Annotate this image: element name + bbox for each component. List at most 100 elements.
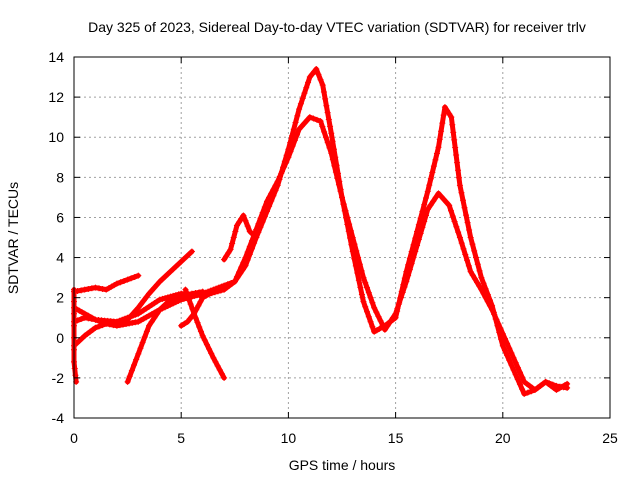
data-point: [353, 247, 360, 254]
data-point: [88, 316, 95, 323]
data-point: [201, 337, 208, 344]
data-point: [281, 163, 288, 170]
data-point: [340, 201, 347, 208]
data-point: [124, 378, 131, 385]
data-point: [406, 266, 413, 273]
data-point: [486, 302, 493, 309]
data-point: [197, 298, 204, 305]
data-point: [178, 322, 185, 329]
data-point: [501, 347, 508, 354]
data-point: [121, 317, 128, 324]
data-point: [72, 372, 79, 379]
data-point: [292, 119, 299, 126]
data-point: [524, 389, 531, 396]
data-point: [199, 294, 206, 301]
data-point: [291, 137, 298, 144]
data-point: [253, 226, 260, 233]
data-point: [387, 318, 394, 325]
data-point: [128, 367, 135, 374]
series-wedge-c: [178, 286, 228, 329]
data-point: [324, 109, 331, 116]
data-point: [132, 319, 139, 326]
series-trace: [182, 287, 227, 381]
chart-title: Day 325 of 2023, Sidereal Day-to-day VTE…: [88, 19, 586, 35]
data-point: [182, 286, 189, 293]
data-point: [167, 268, 174, 275]
data-point: [355, 254, 362, 261]
data-point: [183, 253, 190, 260]
data-point: [438, 128, 445, 135]
data-point: [315, 71, 322, 78]
data-point: [325, 116, 332, 123]
data-point: [194, 319, 201, 326]
data-point: [446, 202, 453, 209]
data-point: [129, 319, 136, 326]
data-point: [290, 126, 297, 133]
data-point: [78, 316, 85, 323]
data-point: [328, 150, 335, 157]
data-point: [138, 301, 144, 308]
data-point: [501, 335, 508, 342]
data-point: [452, 144, 459, 151]
data-point: [362, 279, 369, 286]
data-point: [324, 139, 331, 146]
data-point: [310, 115, 317, 122]
data-point: [192, 315, 199, 322]
data-point: [96, 323, 103, 330]
data-point: [221, 374, 228, 381]
data-point: [419, 224, 426, 231]
data-point: [471, 247, 478, 254]
data-point: [369, 323, 376, 330]
data-point: [170, 300, 177, 307]
data-point: [506, 345, 513, 352]
data-point: [480, 280, 487, 287]
data-point: [164, 271, 171, 278]
data-point: [435, 144, 442, 151]
data-point: [261, 204, 268, 211]
data-point: [78, 287, 85, 294]
data-point: [514, 364, 521, 371]
data-point: [156, 278, 163, 285]
data-point: [216, 366, 223, 373]
data-point: [221, 286, 228, 293]
data-point: [469, 241, 476, 248]
data-point: [175, 261, 182, 268]
data-point: [389, 314, 396, 321]
data-point: [346, 221, 353, 228]
y-tick-label: 0: [56, 330, 64, 346]
data-point: [133, 356, 140, 363]
data-point: [478, 274, 485, 281]
data-point: [440, 196, 447, 203]
data-point: [466, 227, 473, 234]
data-point: [461, 204, 468, 211]
data-point: [81, 286, 88, 293]
data-point: [274, 178, 281, 185]
data-point: [178, 258, 185, 265]
data-point: [151, 314, 158, 321]
data-point: [332, 169, 339, 176]
series-early-rise: [71, 248, 195, 349]
data-point: [432, 194, 439, 201]
data-point: [283, 159, 290, 166]
data-point: [240, 259, 247, 266]
data-point: [367, 318, 374, 325]
data-point: [278, 168, 285, 175]
data-point: [430, 198, 437, 205]
data-point: [229, 240, 236, 247]
data-point: [304, 117, 311, 124]
data-point: [358, 291, 365, 298]
data-point: [289, 143, 296, 150]
data-point: [365, 289, 372, 296]
x-axis-label: GPS time / hours: [289, 457, 396, 473]
data-point: [180, 256, 187, 263]
data-point: [137, 345, 144, 352]
data-point: [504, 352, 511, 359]
data-point: [414, 242, 421, 249]
data-point: [339, 194, 345, 201]
data-point: [301, 90, 308, 97]
data-point: [519, 386, 526, 393]
data-point: [148, 318, 155, 325]
data-point: [427, 202, 434, 209]
data-point: [375, 313, 382, 320]
